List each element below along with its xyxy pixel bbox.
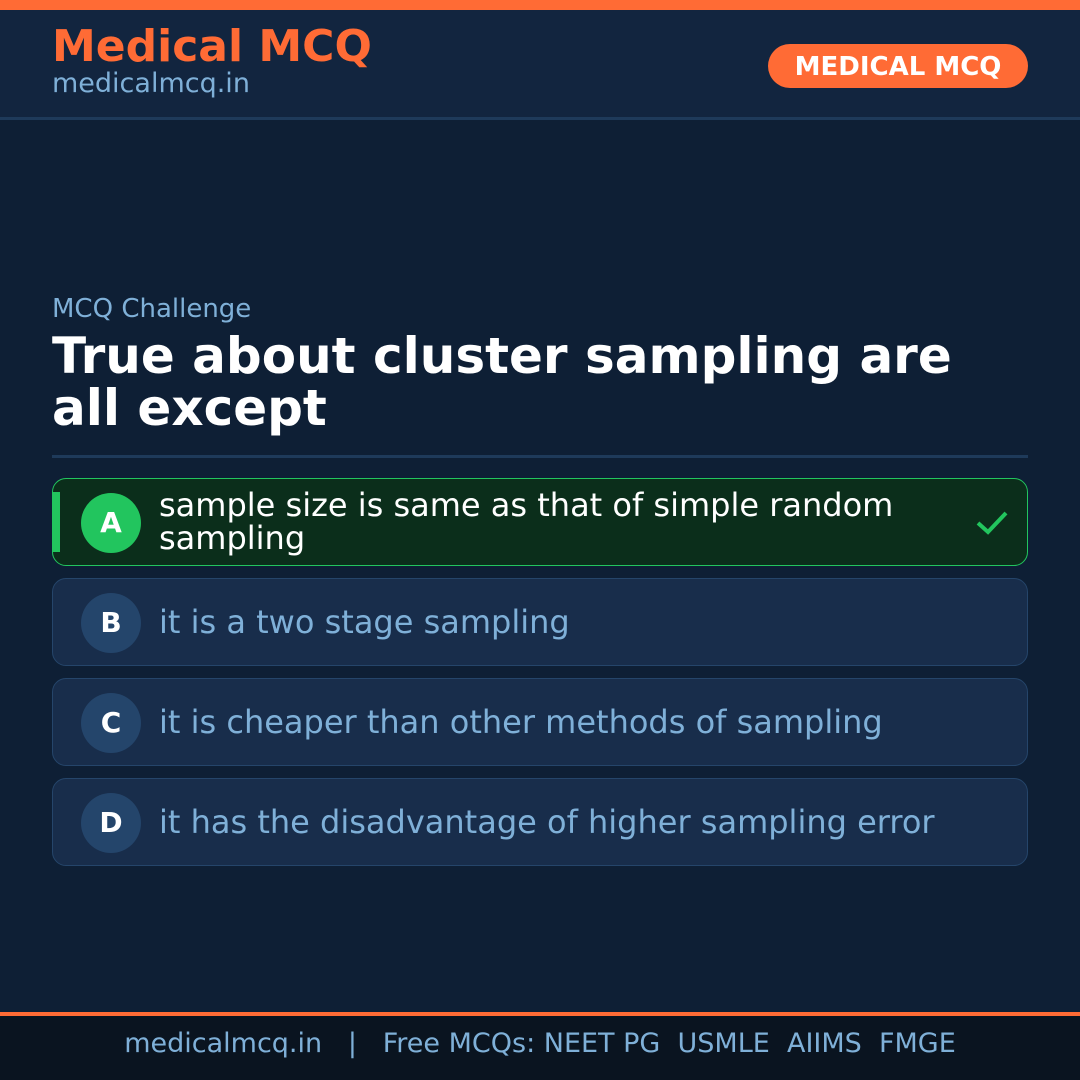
footer-accent-line [0,1012,1080,1016]
option-letter: C [81,693,141,753]
option-text: it has the disadvantage of higher sampli… [159,802,935,841]
option-a[interactable]: A sample size is same as that of simple … [52,478,1028,566]
footer: medicalmcq.in | Free MCQs: NEET PG USMLE… [0,1016,1080,1080]
divider [52,455,1028,458]
check-icon [976,511,1008,535]
option-letter: B [81,593,141,653]
site-url: medicalmcq.in [52,68,250,99]
brand-title: Medical MCQ [52,21,372,72]
option-letter: D [81,793,141,853]
kicker-label: MCQ Challenge [52,294,252,324]
header-badge: MEDICAL MCQ [768,44,1028,88]
option-c[interactable]: C it is cheaper than other methods of sa… [52,678,1028,766]
option-b[interactable]: B it is a two stage sampling [52,578,1028,666]
option-letter: A [81,493,141,553]
option-text: sample size is same as that of simple ra… [159,486,894,557]
header: Medical MCQ medicalmcq.in MEDICAL MCQ [0,10,1080,120]
question-text: True about cluster sampling are all exce… [52,327,952,437]
correct-accent-bar [53,492,60,552]
top-accent-bar [0,0,1080,10]
option-text: it is cheaper than other methods of samp… [159,702,883,741]
option-text: it is a two stage sampling [159,602,570,641]
option-d[interactable]: D it has the disadvantage of higher samp… [52,778,1028,866]
